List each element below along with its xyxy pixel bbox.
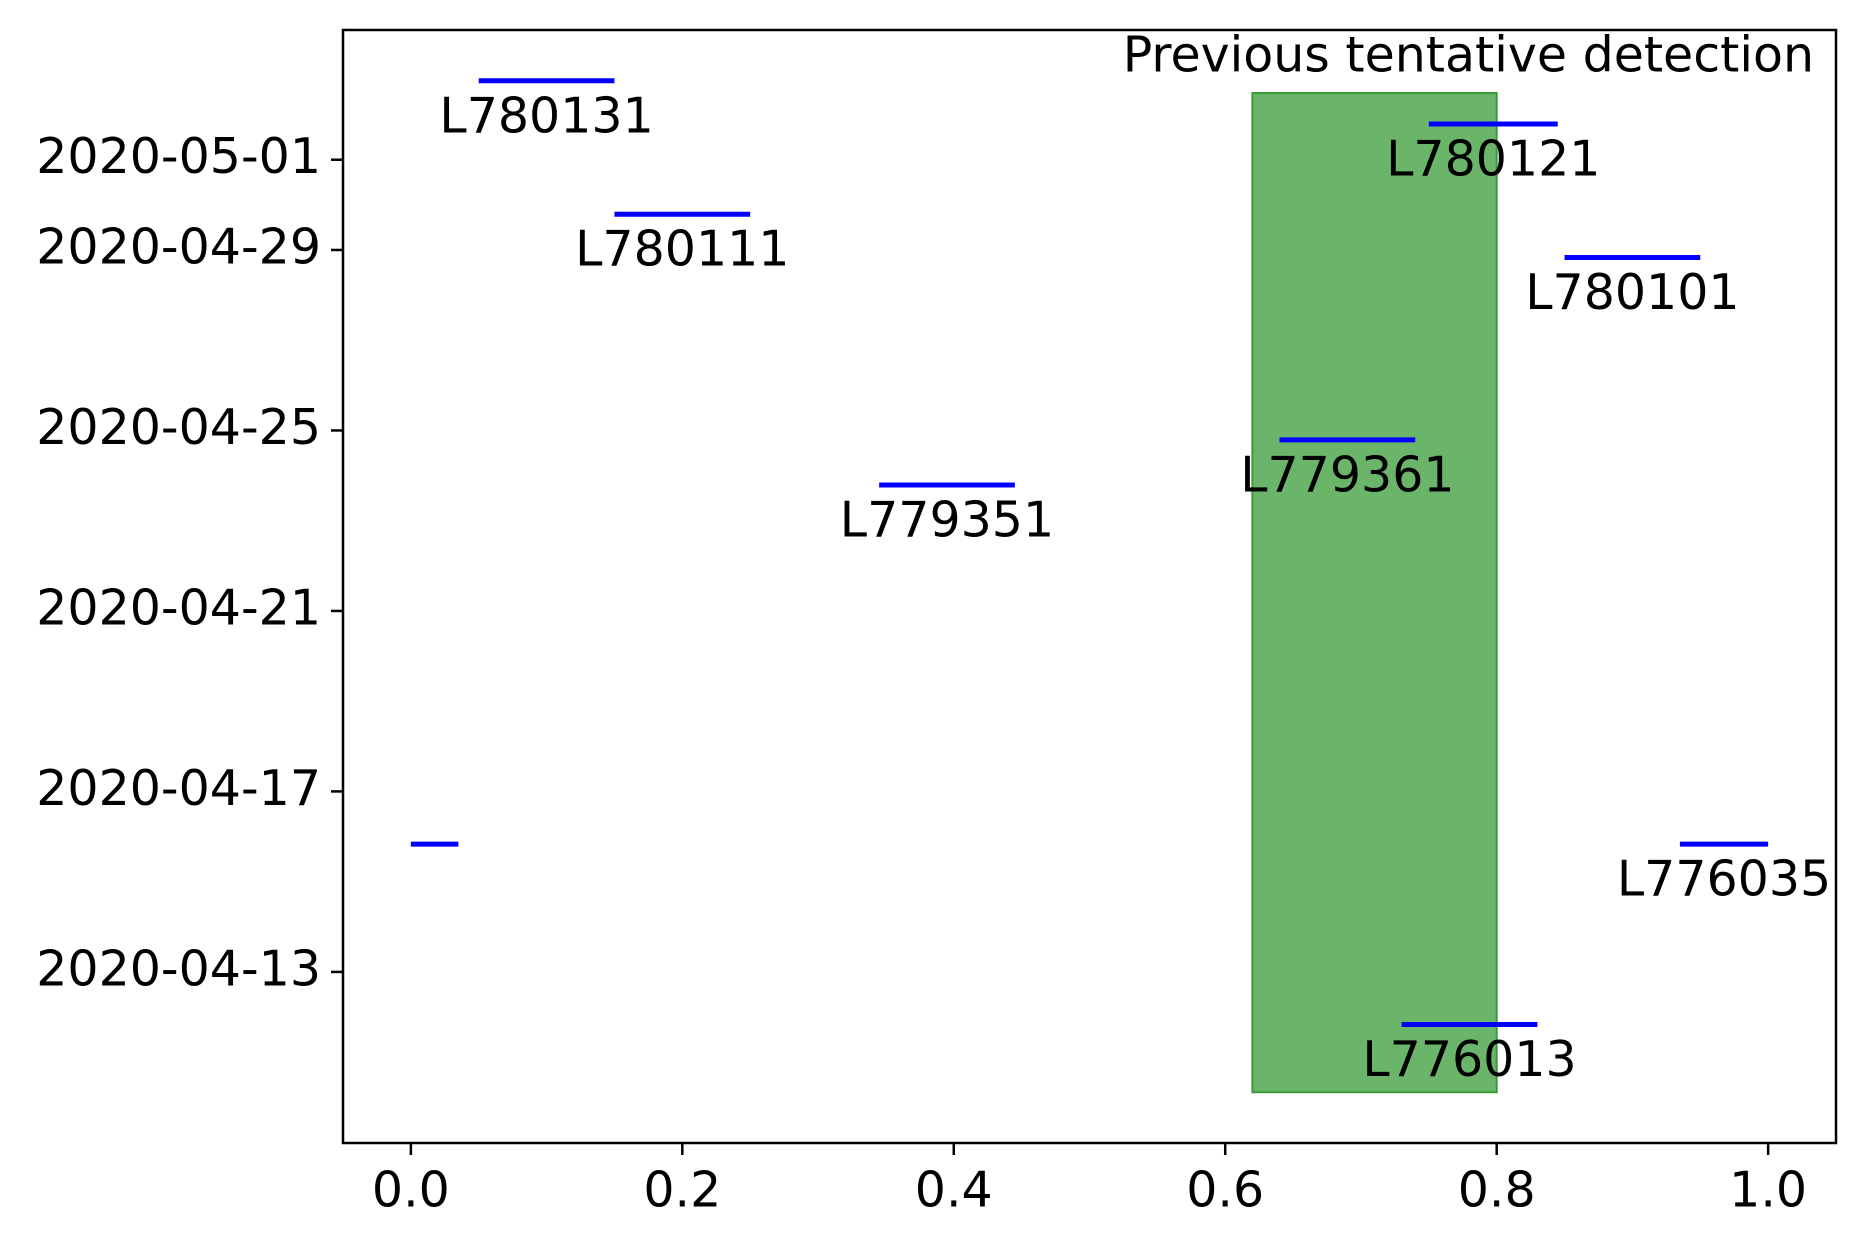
x-tick-label: 0.2 bbox=[643, 1162, 721, 1219]
segment-label: L780121 bbox=[1386, 131, 1600, 188]
y-tick-label: 2020-04-29 bbox=[36, 218, 321, 275]
segment-label: L776013 bbox=[1362, 1031, 1576, 1088]
annotation: Previous tentative detection bbox=[1123, 27, 1814, 84]
segment-label: L780111 bbox=[575, 221, 789, 278]
y-tick-label: 2020-04-17 bbox=[36, 760, 321, 817]
x-tick-label: 0.4 bbox=[915, 1162, 993, 1219]
y-tick-label: 2020-04-25 bbox=[36, 399, 321, 456]
segment-label: L776035 bbox=[1617, 851, 1831, 908]
segment-label: L780101 bbox=[1525, 264, 1739, 321]
y-tick-label: 2020-04-21 bbox=[36, 579, 321, 636]
plot-frame bbox=[341, 28, 1838, 1145]
y-tick-label: 2020-05-01 bbox=[36, 128, 321, 185]
x-tick-label: 1.0 bbox=[1729, 1162, 1807, 1219]
x-tick-label: 0.0 bbox=[372, 1162, 450, 1219]
segment-label: L779361 bbox=[1240, 446, 1454, 503]
highlight-span bbox=[1251, 91, 1498, 1094]
segment-label: L780131 bbox=[439, 87, 653, 144]
y-tick-label: 2020-04-13 bbox=[36, 940, 321, 997]
x-tick-label: 0.6 bbox=[1186, 1162, 1264, 1219]
segment-label: L779351 bbox=[840, 491, 1054, 548]
x-tick-label: 0.8 bbox=[1458, 1162, 1536, 1219]
